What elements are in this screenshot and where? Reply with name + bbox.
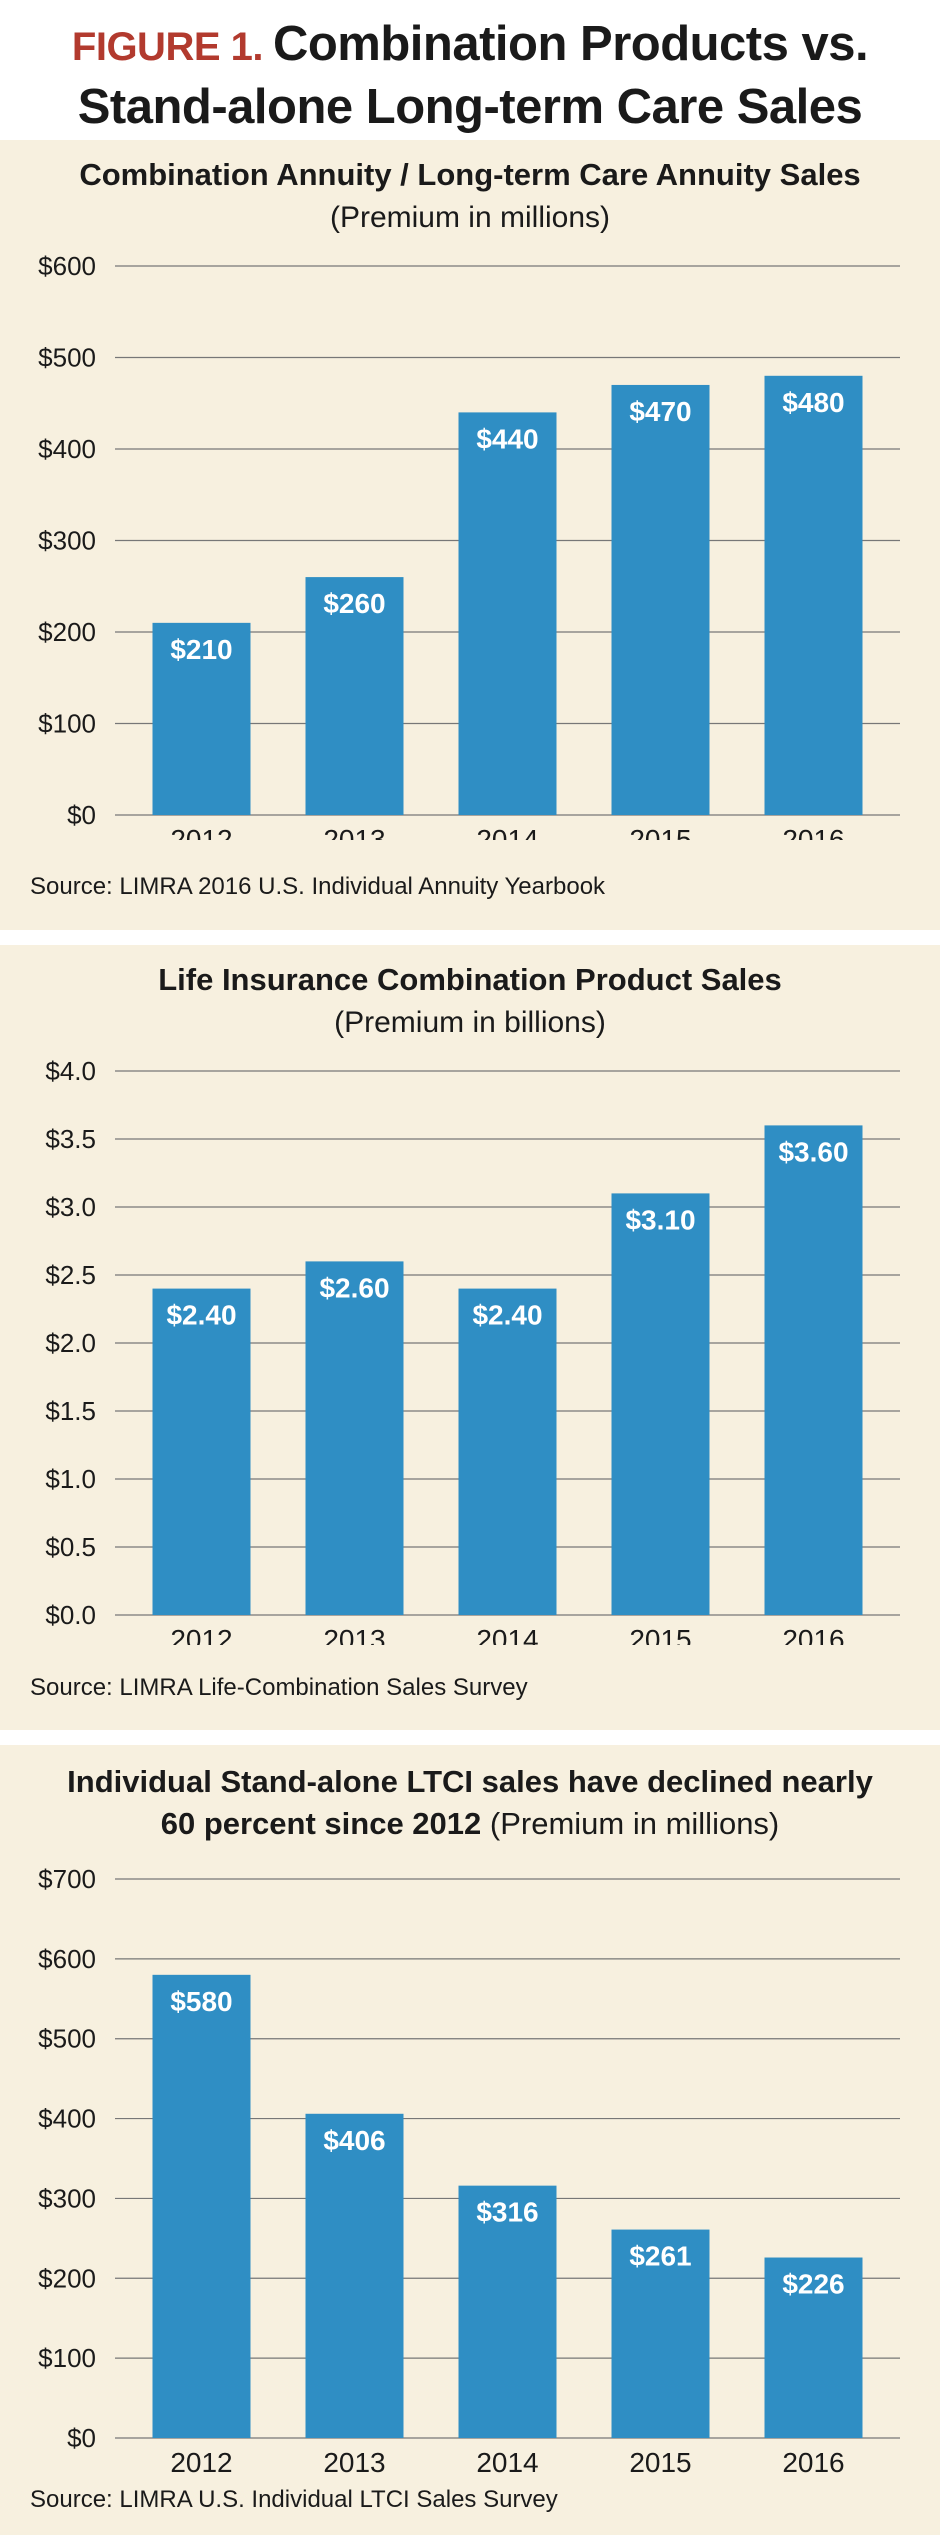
y-tick-label: $1.0: [45, 1464, 96, 1494]
y-tick-label: $600: [38, 251, 96, 281]
chart-panel-life: Life Insurance Combination Product Sales…: [0, 945, 940, 1730]
figure-title-line-2: Stand-alone Long-term Care Sales: [77, 80, 863, 134]
bar-value-label: $260: [323, 588, 385, 619]
bar: [305, 2113, 404, 2438]
figure-title-text-1: Combination Products vs.: [272, 17, 869, 71]
bar-value-label: $3.60: [778, 1136, 848, 1167]
chart-panel-ltci: Individual Stand-alone LTCI sales have d…: [0, 1745, 940, 2535]
bar-chart-annuity: $0 $100 $200 $300 $400 $500 $600 $210 2012 $260 20…: [38, 251, 900, 840]
y-tick-label: $3.5: [45, 1124, 96, 1154]
x-tick-label: 2013: [323, 824, 385, 840]
y-tick-label: $0: [67, 2423, 96, 2453]
chart-title: Combination Annuity / Long-term Care Ann…: [79, 157, 861, 192]
chart-source: Source: LIMRA 2016 U.S. Individual Annui…: [30, 873, 606, 900]
x-tick-label: 2016: [782, 824, 844, 840]
y-tick-label: $0.0: [45, 1600, 96, 1630]
x-tick-label: 2012: [170, 1624, 232, 1645]
x-tick-label: 2015: [629, 1624, 691, 1645]
figure-label: FIGURE 1.: [71, 25, 264, 69]
bar-value-label: $3.10: [625, 1204, 695, 1235]
y-tick-label: $4.0: [45, 1056, 96, 1086]
x-tick-label: 2016: [782, 2447, 844, 2473]
y-tick-label: $300: [38, 2183, 96, 2213]
y-tick-label: $500: [38, 2024, 96, 2054]
bar-value-label: $406: [323, 2125, 385, 2156]
bar-value-label: $210: [170, 634, 232, 665]
bar: [458, 2185, 557, 2438]
figure-header: FIGURE 1. Combination Products vs. Stand-…: [0, 0, 940, 140]
bar-value-label: $580: [170, 1986, 232, 2017]
y-tick-label: $300: [38, 526, 96, 556]
bar-value-label: $2.60: [319, 1272, 389, 1303]
bar-value-label: $2.40: [166, 1300, 236, 1331]
bar: [611, 384, 710, 815]
y-tick-label: $1.5: [45, 1396, 96, 1426]
x-tick-label: 2012: [170, 824, 232, 840]
bar: [152, 1288, 251, 1615]
y-tick-label: $200: [38, 617, 96, 647]
bar: [305, 577, 404, 815]
bar: [764, 2257, 863, 2438]
bar-value-label: $440: [476, 423, 538, 454]
x-tick-label: 2013: [323, 2447, 385, 2473]
bar-value-label: $2.40: [472, 1300, 542, 1331]
y-tick-label: $100: [38, 2343, 96, 2373]
chart-title-line-1: Individual Stand-alone LTCI sales have d…: [67, 1764, 873, 1799]
bar: [458, 1288, 557, 1615]
x-tick-label: 2013: [323, 1624, 385, 1645]
chart-source: Source: LIMRA U.S. Individual LTCI Sales…: [30, 2486, 558, 2513]
bar: [611, 1193, 710, 1615]
y-tick-label: $200: [38, 2263, 96, 2293]
bar-value-label: $470: [629, 396, 691, 427]
y-tick-label: $2.5: [45, 1260, 96, 1290]
chart-source: Source: LIMRA Life-Combination Sales Sur…: [30, 1674, 528, 1701]
bar-value-label: $316: [476, 2197, 538, 2228]
y-tick-label: $400: [38, 2104, 96, 2134]
x-tick-label: 2014: [476, 824, 538, 840]
chart-subtitle: (Premium in millions): [489, 1806, 780, 1841]
x-tick-label: 2016: [782, 1624, 844, 1645]
y-tick-label: $2.0: [45, 1328, 96, 1358]
bar-chart-life: $0.0 $0.5 $1.0 $1.5 $2.0 $2.5 $3.0 $3.5 $4.0 $2.4…: [45, 1056, 900, 1645]
y-tick-label: $3.0: [45, 1192, 96, 1222]
y-tick-label: $600: [38, 1944, 96, 1974]
y-tick-label: $0.5: [45, 1532, 96, 1562]
bar-value-label: $226: [782, 2269, 844, 2300]
x-tick-label: 2012: [170, 2447, 232, 2473]
y-tick-label: $0: [67, 800, 96, 830]
x-tick-label: 2014: [476, 2447, 538, 2473]
chart-panel-annuity: Combination Annuity / Long-term Care Ann…: [0, 140, 940, 930]
y-tick-label: $400: [38, 434, 96, 464]
bar: [152, 622, 251, 815]
bar-value-label: $480: [782, 387, 844, 418]
bar-chart-ltci: $0 $100 $200 $300 $400 $500 $600 $700 $580 2012 $4…: [38, 1864, 900, 2473]
bar: [764, 1125, 863, 1615]
y-tick-label: $100: [38, 709, 96, 739]
bar-value-label: $261: [629, 2241, 691, 2272]
chart-title-text-2: 60 percent since 2012: [160, 1806, 482, 1841]
chart-title-line-2: 60 percent since 2012 (Premium in millio…: [0, 1801, 940, 1847]
chart-subtitle: (Premium in billions): [334, 1006, 606, 1039]
x-tick-label: 2015: [629, 2447, 691, 2473]
bar: [152, 1974, 251, 2438]
chart-subtitle: (Premium in millions): [329, 201, 611, 234]
bar: [458, 412, 557, 815]
bar: [764, 375, 863, 815]
chart-title: Life Insurance Combination Product Sales: [158, 962, 782, 997]
bar: [305, 1261, 404, 1615]
bar: [611, 2229, 710, 2438]
figure-title-line-1: FIGURE 1. Combination Products vs.: [0, 14, 940, 77]
x-tick-label: 2015: [629, 824, 691, 840]
y-tick-label: $700: [38, 1864, 96, 1894]
y-tick-label: $500: [38, 343, 96, 373]
x-tick-label: 2014: [476, 1624, 538, 1645]
